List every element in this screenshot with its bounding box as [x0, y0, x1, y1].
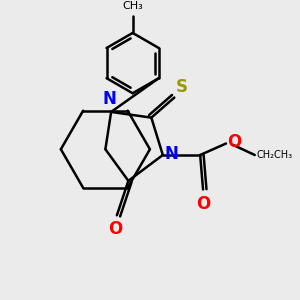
Text: O: O — [227, 133, 242, 151]
Text: O: O — [196, 195, 210, 213]
Text: N: N — [164, 145, 178, 163]
Text: N: N — [103, 90, 117, 108]
Text: CH₃: CH₃ — [122, 2, 143, 11]
Text: S: S — [176, 78, 188, 96]
Text: CH₂CH₃: CH₂CH₃ — [256, 150, 292, 160]
Text: O: O — [108, 220, 123, 238]
